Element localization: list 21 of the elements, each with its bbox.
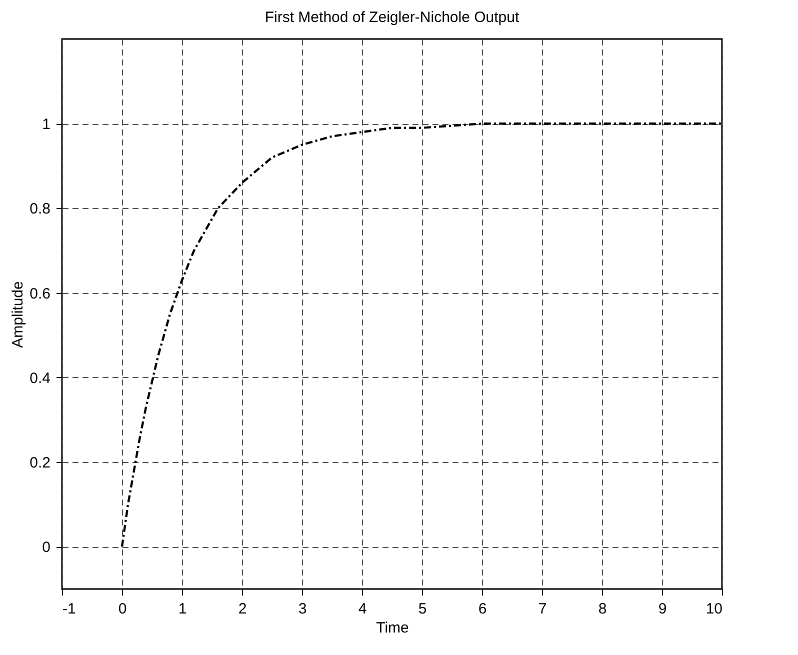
y-tick-label: 0.4: [30, 370, 50, 387]
x-tick-label: 2: [238, 600, 247, 618]
y-tick-label: 0.8: [30, 200, 50, 218]
x-tick-label: 0: [118, 600, 127, 618]
y-tick-label: 1: [42, 116, 50, 134]
x-tick-label: 5: [418, 600, 427, 618]
chart-title: First Method of Zeigler-Nichole Output: [264, 9, 520, 26]
x-tick-label: -1: [62, 600, 76, 618]
y-tick-label: 0.6: [30, 285, 50, 302]
x-tick-label: 4: [358, 600, 367, 618]
y-tick-label: 0: [42, 539, 50, 556]
x-tick-label: 1: [178, 600, 187, 618]
x-tick-label: 6: [478, 600, 487, 618]
x-tick-label: 7: [538, 600, 547, 618]
y-tick-label: 0.2: [30, 454, 50, 472]
x-tick-label: 3: [298, 600, 307, 618]
x-tick-label: 8: [598, 600, 607, 618]
x-axis-title: Time: [376, 620, 409, 636]
y-axis-title: Amplitude: [10, 281, 27, 348]
x-tick-label: 10: [706, 600, 722, 618]
x-tick-label: 9: [658, 600, 667, 618]
